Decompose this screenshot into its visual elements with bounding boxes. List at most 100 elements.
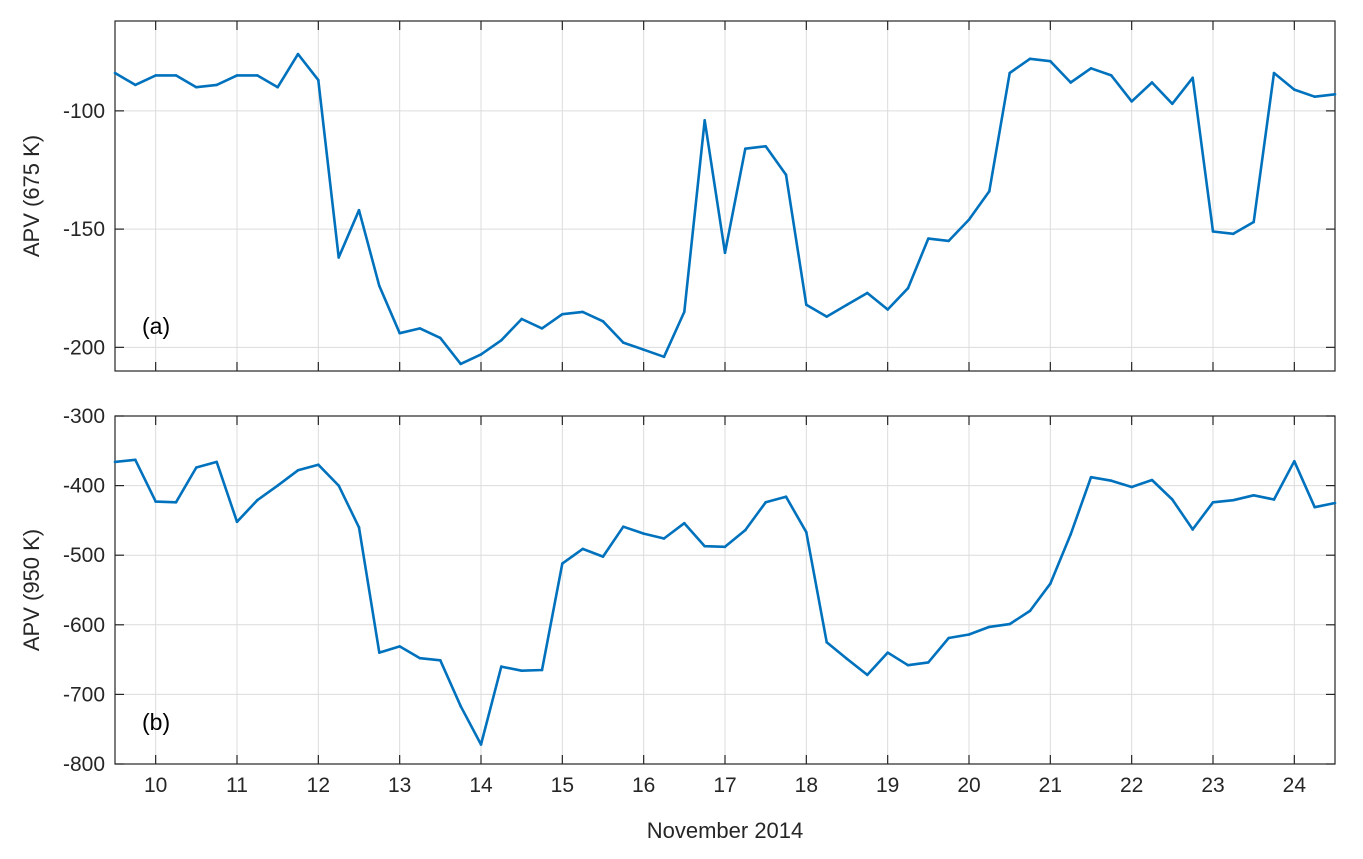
panel-b-data-point [296, 468, 300, 472]
panel-b-grid [115, 415, 1335, 765]
x-tick-label: 19 [876, 774, 899, 797]
panel-a-data-point [1130, 100, 1133, 103]
panel-b-data-point [866, 673, 869, 677]
panel-a-data-point [1110, 74, 1113, 77]
panel-b-data-point [886, 651, 889, 654]
panel-b-data-point [825, 640, 828, 644]
x-tick-label: 20 [957, 774, 980, 797]
panel-b-data-point [967, 633, 971, 636]
panel-a-data-point [988, 189, 991, 193]
panel-a-data-point [662, 355, 666, 359]
panel-b-data-point [215, 460, 218, 464]
panel-b-data-point [703, 544, 706, 548]
panel-a-data-point [276, 85, 279, 89]
panel-b: 10 11 12 13 14 15 16 17 18 19 20 21 22 23 24 -800 -700 -6… [19, 405, 1337, 843]
panel-b-y-tick-label: -500 [63, 544, 105, 567]
panel-a-data-point [520, 317, 523, 321]
panel-a-data-point [1333, 93, 1337, 96]
panel-a: -200 -150 -100 APV (675 K) (a) [19, 20, 1337, 372]
panel-a-series [113, 52, 1337, 366]
x-axis-label: November 2014 [647, 818, 804, 843]
x-tick-label: 12 [307, 774, 330, 797]
panel-a-data-point [764, 145, 767, 148]
panel-a-ticks: -200 -150 -100 [63, 21, 1335, 371]
panel-b-data-point [927, 661, 930, 664]
panel-b-data-point [235, 520, 239, 524]
panel-b-data-point [276, 484, 279, 487]
panel-b-data-point [317, 463, 320, 467]
panel-b-data-point [1313, 505, 1316, 509]
panel-a-data-point [418, 327, 422, 330]
panel-a-y-tick-label: -150 [63, 218, 105, 241]
panel-b-y-tick-label: -300 [63, 405, 105, 428]
panel-a-data-point [622, 341, 625, 344]
panel-a-data-point [906, 286, 910, 290]
panel-a-data-point [1028, 57, 1032, 61]
panel-a-grid [115, 21, 1335, 371]
panel-a-data-point [357, 208, 361, 212]
panel-b-data-point [113, 460, 117, 464]
panel-a-data-point [744, 147, 747, 151]
panel-a-data-point [113, 71, 117, 75]
panel-a-data-point [1313, 95, 1316, 98]
panel-b-data-point [1089, 475, 1093, 479]
panel-b-data-point [622, 525, 625, 528]
panel-a-data-point [1191, 76, 1194, 80]
panel-b-data-point [195, 466, 198, 469]
panel-a-y-axis-label: APV (675 K) [19, 135, 44, 257]
panel-a-y-tick-label: -100 [63, 100, 105, 123]
panel-a-data-point [825, 315, 828, 318]
panel-a-data-point [561, 312, 564, 316]
panel-a-data-point [1171, 102, 1174, 106]
panel-b-data-point [1049, 582, 1052, 586]
panel-b-y-tick-label: -800 [63, 753, 105, 776]
panel-a-data-point [1069, 81, 1072, 84]
panel-b-data-point [1293, 459, 1296, 463]
panel-a-data-point [1272, 71, 1276, 75]
panel-b-data-point [561, 562, 564, 565]
panel-a-data-point [784, 173, 788, 177]
x-tick-label: 16 [632, 774, 655, 797]
panel-b-data-point [601, 555, 605, 558]
panel-b-y-tick-label: -600 [63, 614, 105, 637]
panel-b-data-point [398, 645, 401, 648]
panel-b-data-point [988, 625, 991, 629]
panel-a-data-point [866, 291, 869, 295]
panel-b-data-point [174, 501, 178, 504]
panel-a-data-point [703, 119, 706, 122]
panel-a-data-point [540, 327, 544, 330]
panel-b-data-point [1272, 498, 1276, 501]
panel-a-data-point [1150, 81, 1154, 84]
panel-b-series [113, 458, 1337, 746]
panel-b-data-point [540, 668, 544, 672]
panel-a-data-point [195, 85, 198, 89]
panel-a-y-tick-label: -200 [63, 336, 105, 359]
panel-b-data-point [845, 657, 849, 661]
panel-a-data-point [927, 237, 930, 240]
panel-b-data-point [1110, 479, 1113, 483]
panel-a-data-point [723, 251, 727, 255]
panel-a-data-point [947, 239, 950, 243]
panel-a-data-point [581, 310, 584, 314]
panel-b-label: (b) [142, 709, 170, 735]
panel-b-data-point [520, 669, 523, 673]
panel-a-data-point [1008, 71, 1011, 75]
panel-b-data-point [378, 651, 381, 654]
panel-a-data-point [337, 256, 340, 259]
panel-b-data-point [439, 658, 442, 662]
x-tick-label: 13 [388, 774, 411, 797]
x-tick-label: 22 [1120, 774, 1143, 797]
panel-b-data-point [1028, 609, 1032, 613]
panel-b-data-point [154, 500, 157, 503]
panel-a-data-point [256, 74, 259, 77]
panel-a-data-point [642, 348, 645, 352]
panel-b-data-point [1130, 485, 1133, 489]
panel-a-data-point [601, 320, 605, 323]
panel-a-data-point [378, 284, 381, 288]
panel-a-data-point [235, 74, 239, 77]
x-tick-label: 15 [551, 774, 574, 797]
panel-a-data-point [134, 83, 137, 87]
panel-a-data-point [683, 310, 686, 314]
panel-b-data-point [805, 530, 808, 534]
